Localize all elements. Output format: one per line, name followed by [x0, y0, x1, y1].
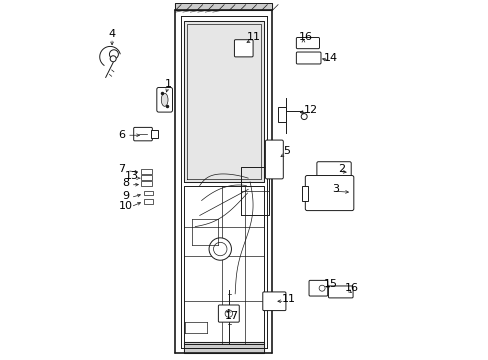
Text: 8: 8: [122, 177, 129, 188]
Text: 11: 11: [246, 32, 260, 42]
Bar: [143, 191, 152, 195]
Text: 1: 1: [164, 79, 171, 89]
Circle shape: [213, 242, 226, 256]
FancyBboxPatch shape: [296, 37, 319, 49]
Bar: [141, 175, 152, 180]
Ellipse shape: [161, 93, 168, 106]
FancyBboxPatch shape: [296, 52, 320, 64]
Text: 6: 6: [119, 130, 125, 140]
Text: 5: 5: [283, 146, 289, 156]
Circle shape: [319, 285, 325, 291]
Bar: [278, 107, 285, 122]
Bar: [151, 130, 158, 138]
FancyBboxPatch shape: [328, 286, 352, 298]
FancyBboxPatch shape: [133, 127, 152, 141]
Text: 16: 16: [344, 283, 358, 293]
Circle shape: [301, 114, 306, 120]
FancyBboxPatch shape: [218, 305, 239, 322]
FancyBboxPatch shape: [308, 280, 327, 296]
Text: 9: 9: [122, 191, 129, 201]
FancyBboxPatch shape: [316, 162, 350, 183]
Text: 11: 11: [281, 294, 295, 303]
FancyBboxPatch shape: [265, 140, 283, 179]
Bar: [141, 169, 152, 174]
Text: 13: 13: [124, 171, 139, 180]
Text: 3: 3: [332, 184, 339, 194]
Circle shape: [110, 56, 116, 62]
Text: 12: 12: [303, 105, 317, 115]
Text: 16: 16: [299, 32, 312, 42]
Bar: [301, 186, 307, 201]
Bar: [141, 181, 152, 186]
Text: 17: 17: [224, 311, 238, 321]
Text: 7: 7: [118, 164, 125, 174]
FancyBboxPatch shape: [234, 40, 253, 57]
Polygon shape: [175, 3, 272, 10]
Polygon shape: [183, 342, 264, 354]
Text: 10: 10: [119, 201, 133, 211]
Circle shape: [224, 310, 232, 317]
Polygon shape: [183, 22, 264, 182]
Bar: [143, 199, 152, 203]
Circle shape: [209, 238, 231, 260]
Circle shape: [109, 50, 118, 59]
Text: 14: 14: [324, 53, 337, 63]
Text: 4: 4: [108, 30, 115, 40]
Text: 2: 2: [337, 164, 345, 174]
FancyBboxPatch shape: [262, 292, 285, 311]
FancyBboxPatch shape: [157, 87, 172, 112]
FancyBboxPatch shape: [305, 176, 353, 211]
Text: 15: 15: [324, 279, 337, 289]
